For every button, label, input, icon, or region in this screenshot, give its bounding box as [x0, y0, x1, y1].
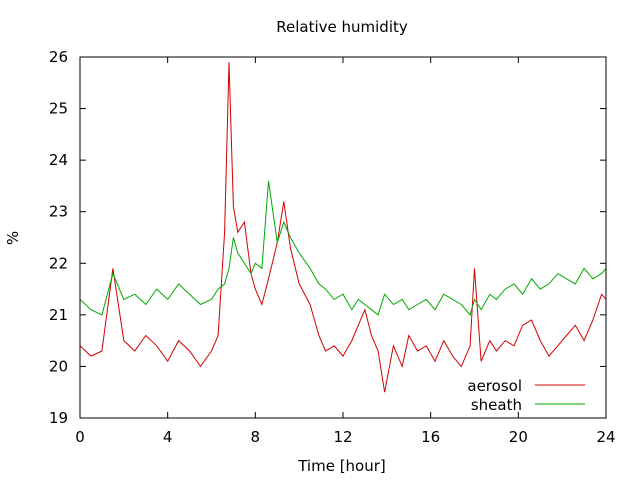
- plot-frame: [79, 56, 607, 419]
- x-tick-label: 0: [75, 428, 85, 446]
- x-tick-label: 4: [163, 428, 173, 446]
- x-tick-label: 12: [333, 428, 352, 446]
- x-tick-label: 24: [596, 428, 615, 446]
- legend: aerosol sheath: [467, 377, 585, 414]
- axis-ticks: 0 4 8 12 16 20 24 19 20 21 22 23 24 25 26: [49, 48, 616, 446]
- series-line-aerosol: [79, 62, 607, 393]
- y-tick-label: 26: [49, 48, 68, 66]
- x-axis-label: Time [hour]: [297, 457, 386, 475]
- y-tick-label: 20: [49, 357, 68, 375]
- series-line-sheath: [79, 180, 607, 316]
- y-tick-label: 24: [49, 151, 68, 169]
- series-layer: [79, 62, 607, 393]
- y-tick-label: 21: [49, 306, 68, 324]
- x-tick-label: 16: [421, 428, 440, 446]
- x-tick-label: 8: [251, 428, 261, 446]
- y-tick-label: 25: [49, 100, 68, 118]
- x-tick-label: 20: [509, 428, 528, 446]
- y-axis-label: %: [4, 231, 22, 245]
- legend-label-sheath: sheath: [471, 396, 522, 414]
- y-tick-label: 19: [49, 409, 68, 427]
- y-tick-label: 22: [49, 254, 68, 272]
- legend-label-aerosol: aerosol: [467, 377, 522, 395]
- chart-title: Relative humidity: [276, 18, 408, 36]
- y-tick-label: 23: [49, 203, 68, 221]
